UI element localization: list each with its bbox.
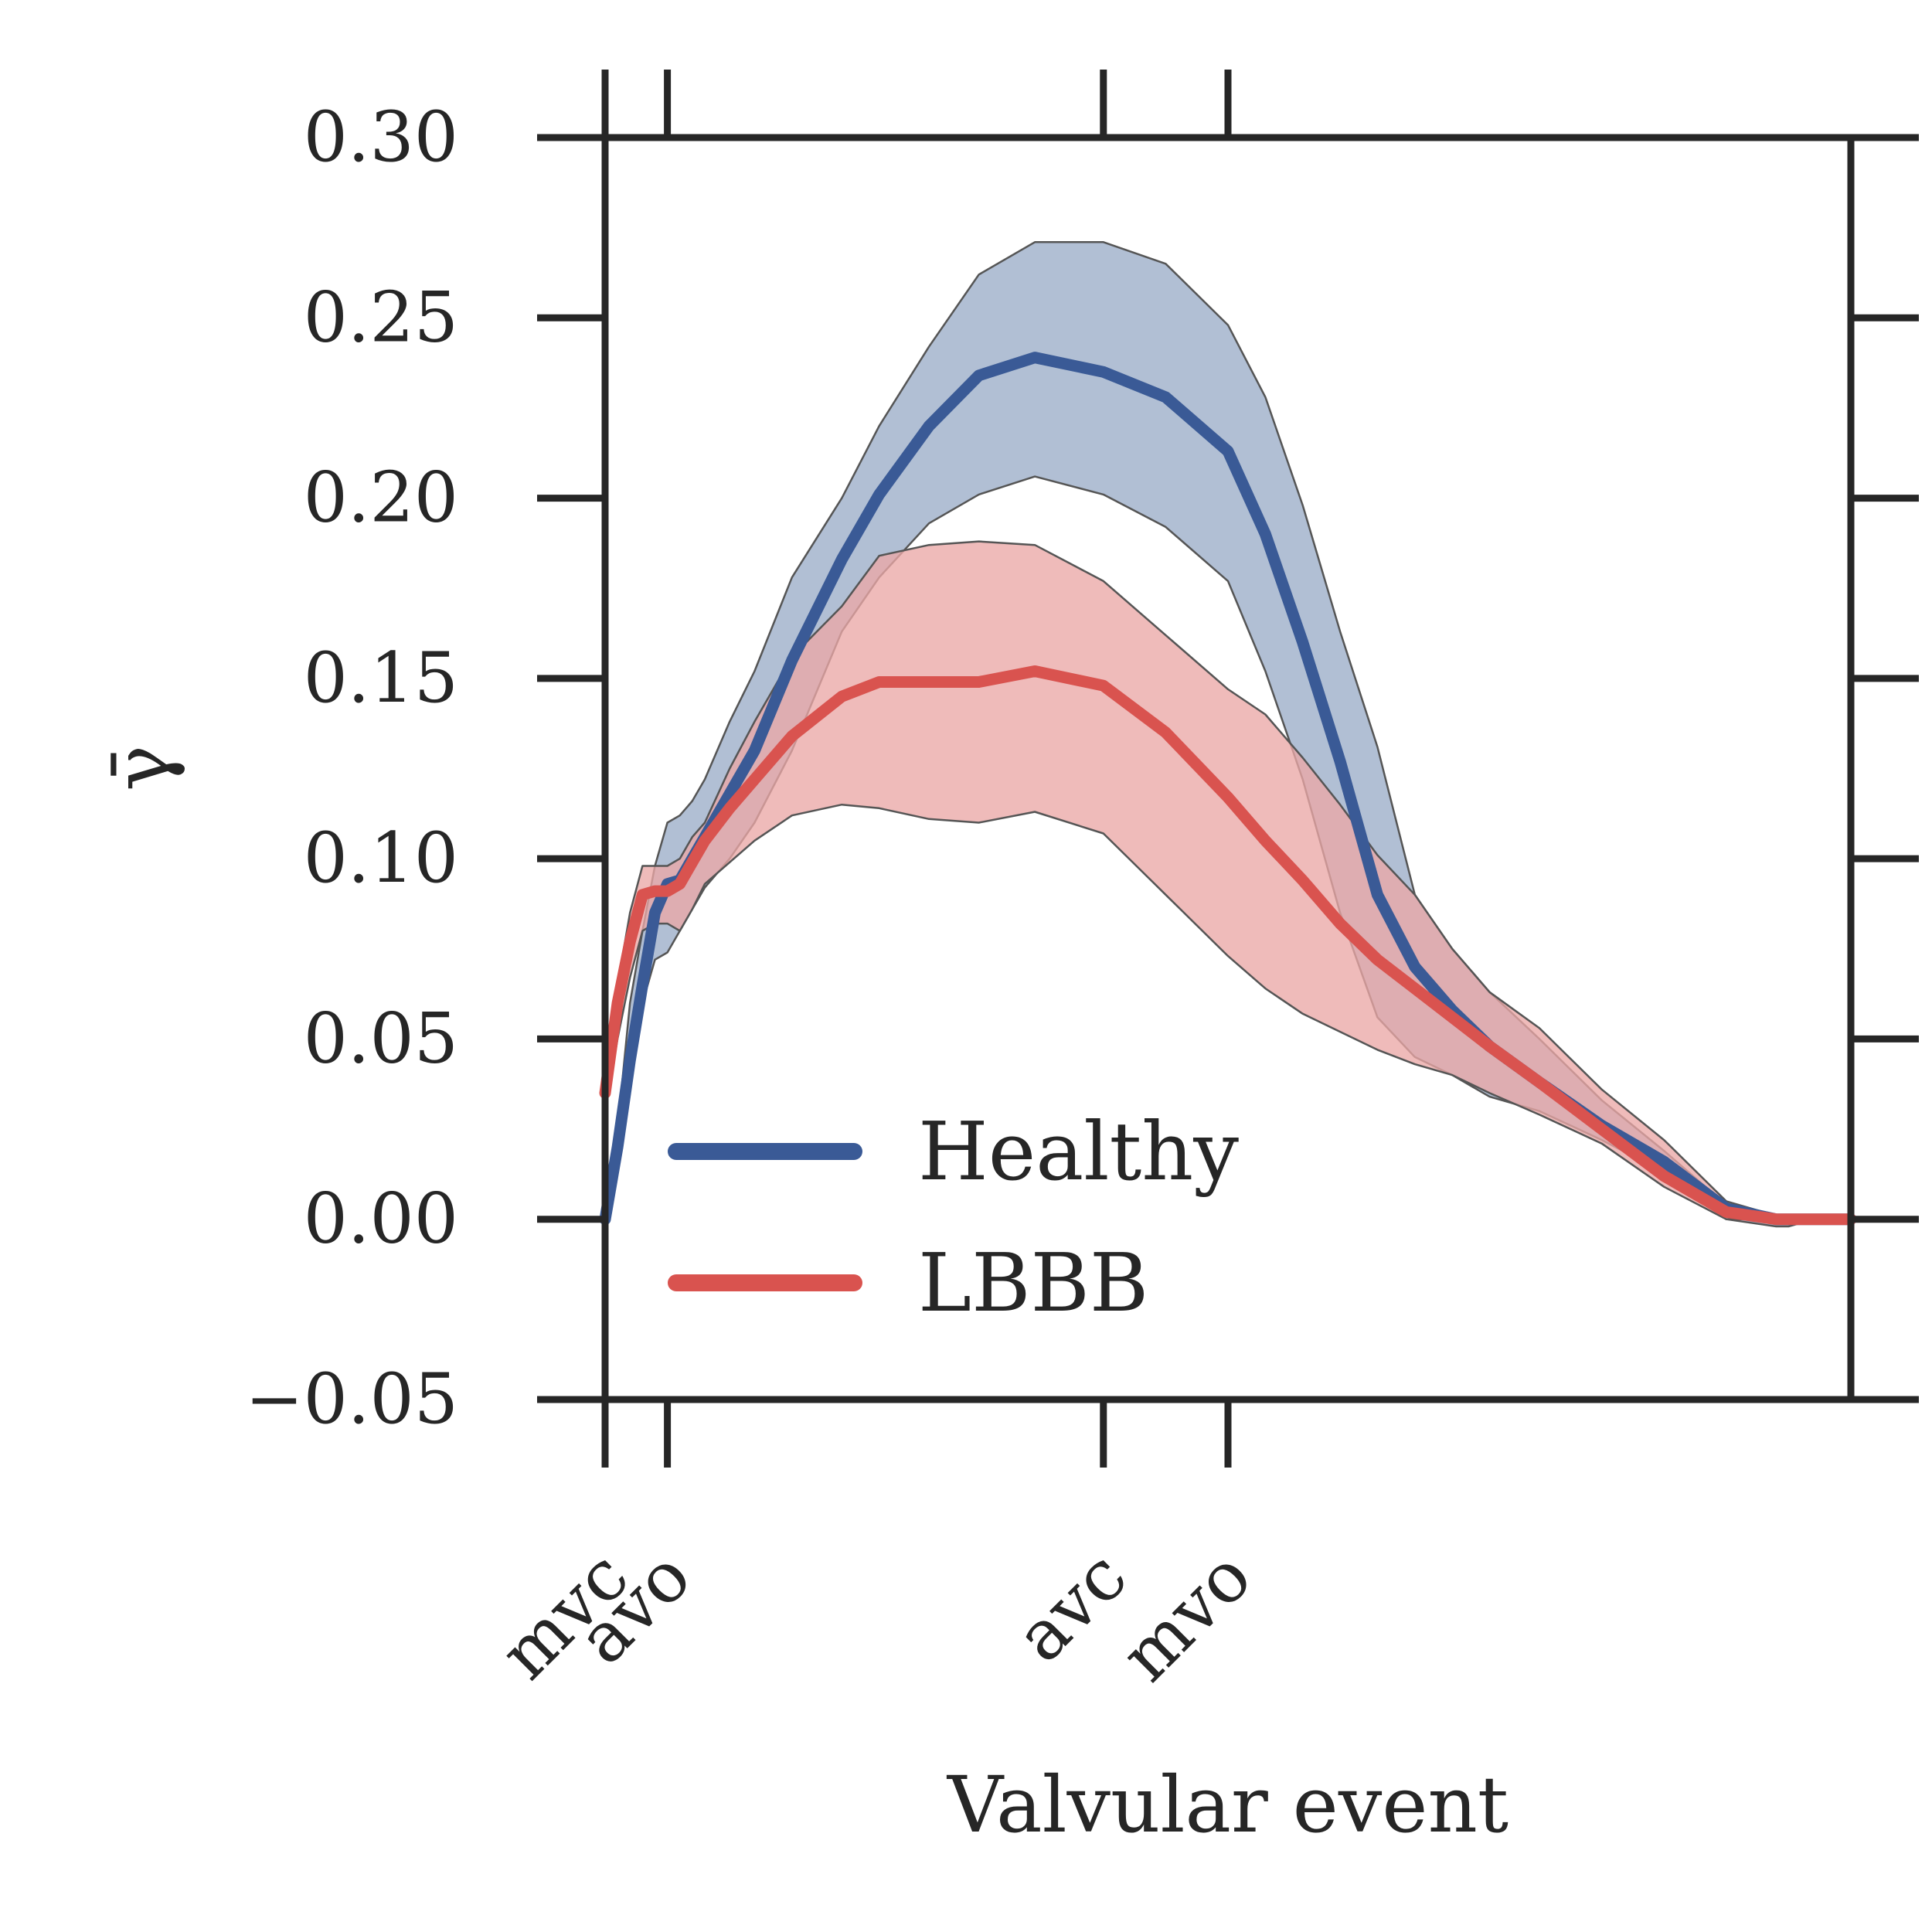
y-tick-label: 0.25	[304, 277, 458, 358]
y-tick-label: 0.00	[304, 1179, 458, 1260]
x-tick-label-avc: avc	[1001, 1536, 1143, 1678]
x-axis-label: Valvular event	[947, 1760, 1509, 1850]
legend-label-healthy: Healthy	[918, 1104, 1239, 1199]
legend-label-lbbb: LBBB	[918, 1236, 1148, 1330]
y-tick-label: 0.05	[304, 998, 458, 1079]
y-tick-label: 0.20	[304, 457, 458, 539]
series-lines	[599, 352, 1857, 1226]
y-tick-label: −0.05	[245, 1359, 458, 1440]
line-lbbb	[599, 665, 1857, 1226]
legend: Healthy LBBB	[668, 1104, 1239, 1330]
x-tick-label-mvo: mvo	[1106, 1536, 1267, 1697]
y-tick-label: 0.10	[304, 818, 458, 899]
y-axis-label: γ̄	[97, 745, 187, 791]
y-tick-label: 0.30	[304, 97, 458, 178]
y-tick-label: 0.15	[304, 638, 458, 719]
